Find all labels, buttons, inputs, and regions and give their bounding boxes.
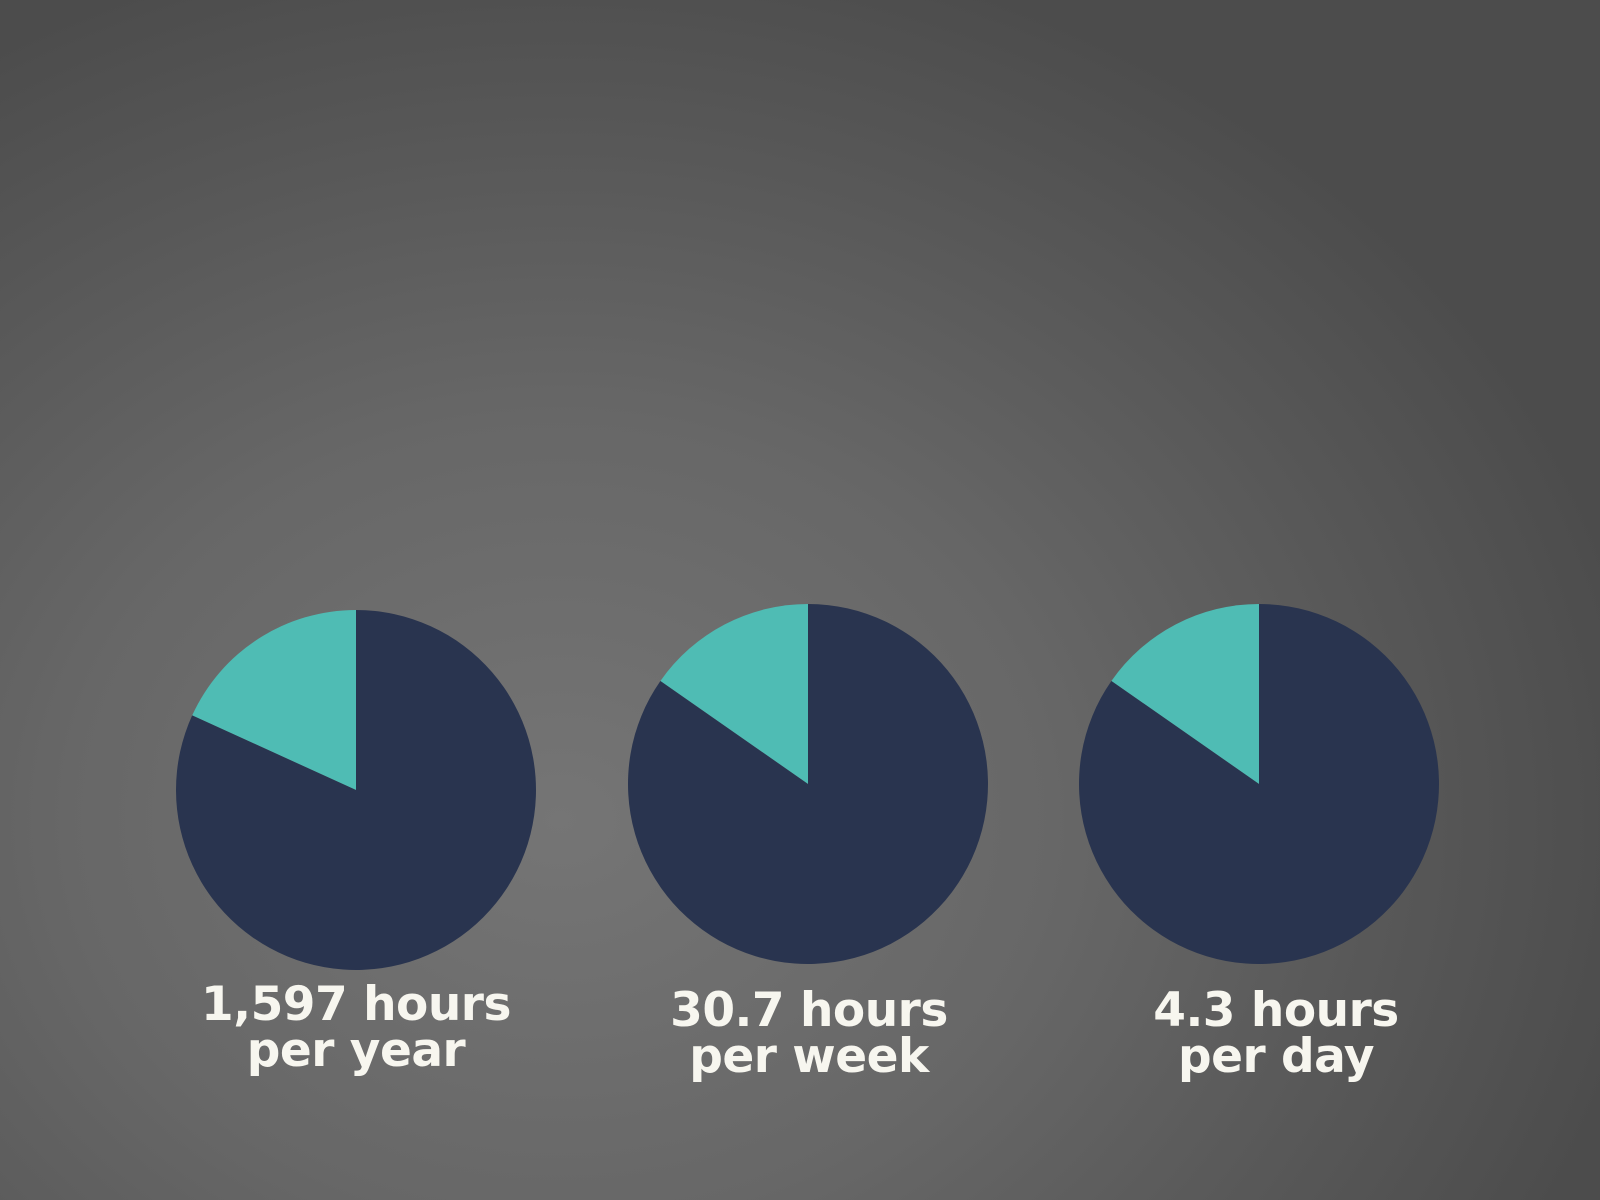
- pie-slice-day-highlight: [1111, 604, 1259, 784]
- pie-slice-year-remainder: [175, 610, 536, 971]
- pie-label-week-line1: 30.7 hours: [670, 983, 948, 1038]
- pie-label-year-line1: 1,597 hours: [201, 977, 511, 1032]
- pie-label-year-line2: per year: [246, 1023, 466, 1078]
- pie-chart-day: [1078, 604, 1439, 964]
- pie-label-week: 30.7 hours per week: [619, 983, 999, 1084]
- pie-label-day-line1: 4.3 hours: [1153, 983, 1399, 1038]
- pie-chart-week: [627, 604, 988, 964]
- pie-label-day: 4.3 hours per day: [1086, 983, 1466, 1084]
- pie-label-week-line2: per week: [689, 1029, 929, 1084]
- pie-slice-day-remainder: [1078, 604, 1439, 964]
- pie-chart-year: [175, 610, 536, 971]
- pie-label-day-line2: per day: [1177, 1029, 1375, 1084]
- pie-slice-week-highlight: [660, 604, 808, 784]
- pie-slice-year-highlight: [192, 610, 356, 790]
- pie-slice-week-remainder: [627, 604, 988, 964]
- pie-label-year: 1,597 hours per year: [166, 977, 546, 1078]
